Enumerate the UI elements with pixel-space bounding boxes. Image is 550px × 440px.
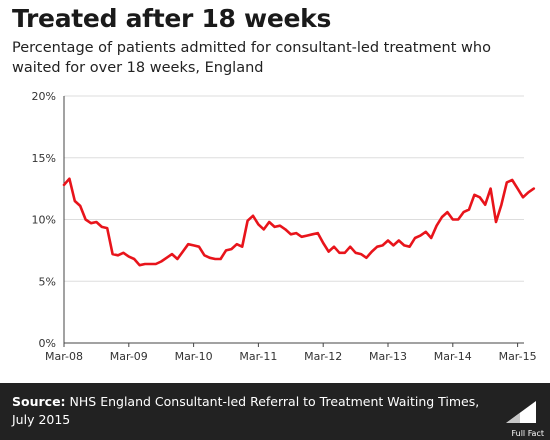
y-tick-label: 0% (39, 337, 56, 350)
full-fact-logo-icon (506, 401, 536, 423)
x-tick-label: Mar-13 (369, 350, 407, 363)
x-tick-label: Mar-11 (239, 350, 277, 363)
chart-subtitle: Percentage of patients admitted for cons… (12, 40, 491, 76)
footer: Source: NHS England Consultant-led Refer… (0, 383, 550, 440)
series-line (62, 177, 536, 267)
y-tick-label: 20% (32, 90, 56, 103)
grid-layer (64, 95, 524, 282)
logo-text: Full Fact (511, 429, 544, 438)
y-tick-label: 10% (32, 214, 56, 227)
y-tick-label: 5% (39, 275, 56, 288)
x-tick-label: Mar-10 (175, 350, 213, 363)
x-tick-label: Mar-14 (434, 350, 472, 363)
source-note: Source: NHS England Consultant-led Refer… (12, 393, 482, 429)
x-tick-label: Mar-08 (45, 350, 83, 363)
source-label: Source: (12, 394, 66, 409)
x-tick-label: Mar-12 (304, 350, 342, 363)
chart-title: Treated after 18 weeks (12, 4, 332, 33)
axis-layer: 0% 5% 10% 15% 20% Mar-08 Mar-09 Mar-10 Mar-11 Mar… (32, 90, 537, 363)
line-chart: 0% 5% 10% 15% 20% Mar-08 Mar-09 Mar-10 Mar-11 Mar… (32, 90, 537, 363)
series-layer (62, 177, 536, 267)
x-tick-label: Mar-15 (499, 350, 537, 363)
y-tick-label: 15% (32, 152, 56, 165)
x-tick-label: Mar-09 (110, 350, 148, 363)
source-text: NHS England Consultant-led Referral to T… (12, 394, 480, 427)
